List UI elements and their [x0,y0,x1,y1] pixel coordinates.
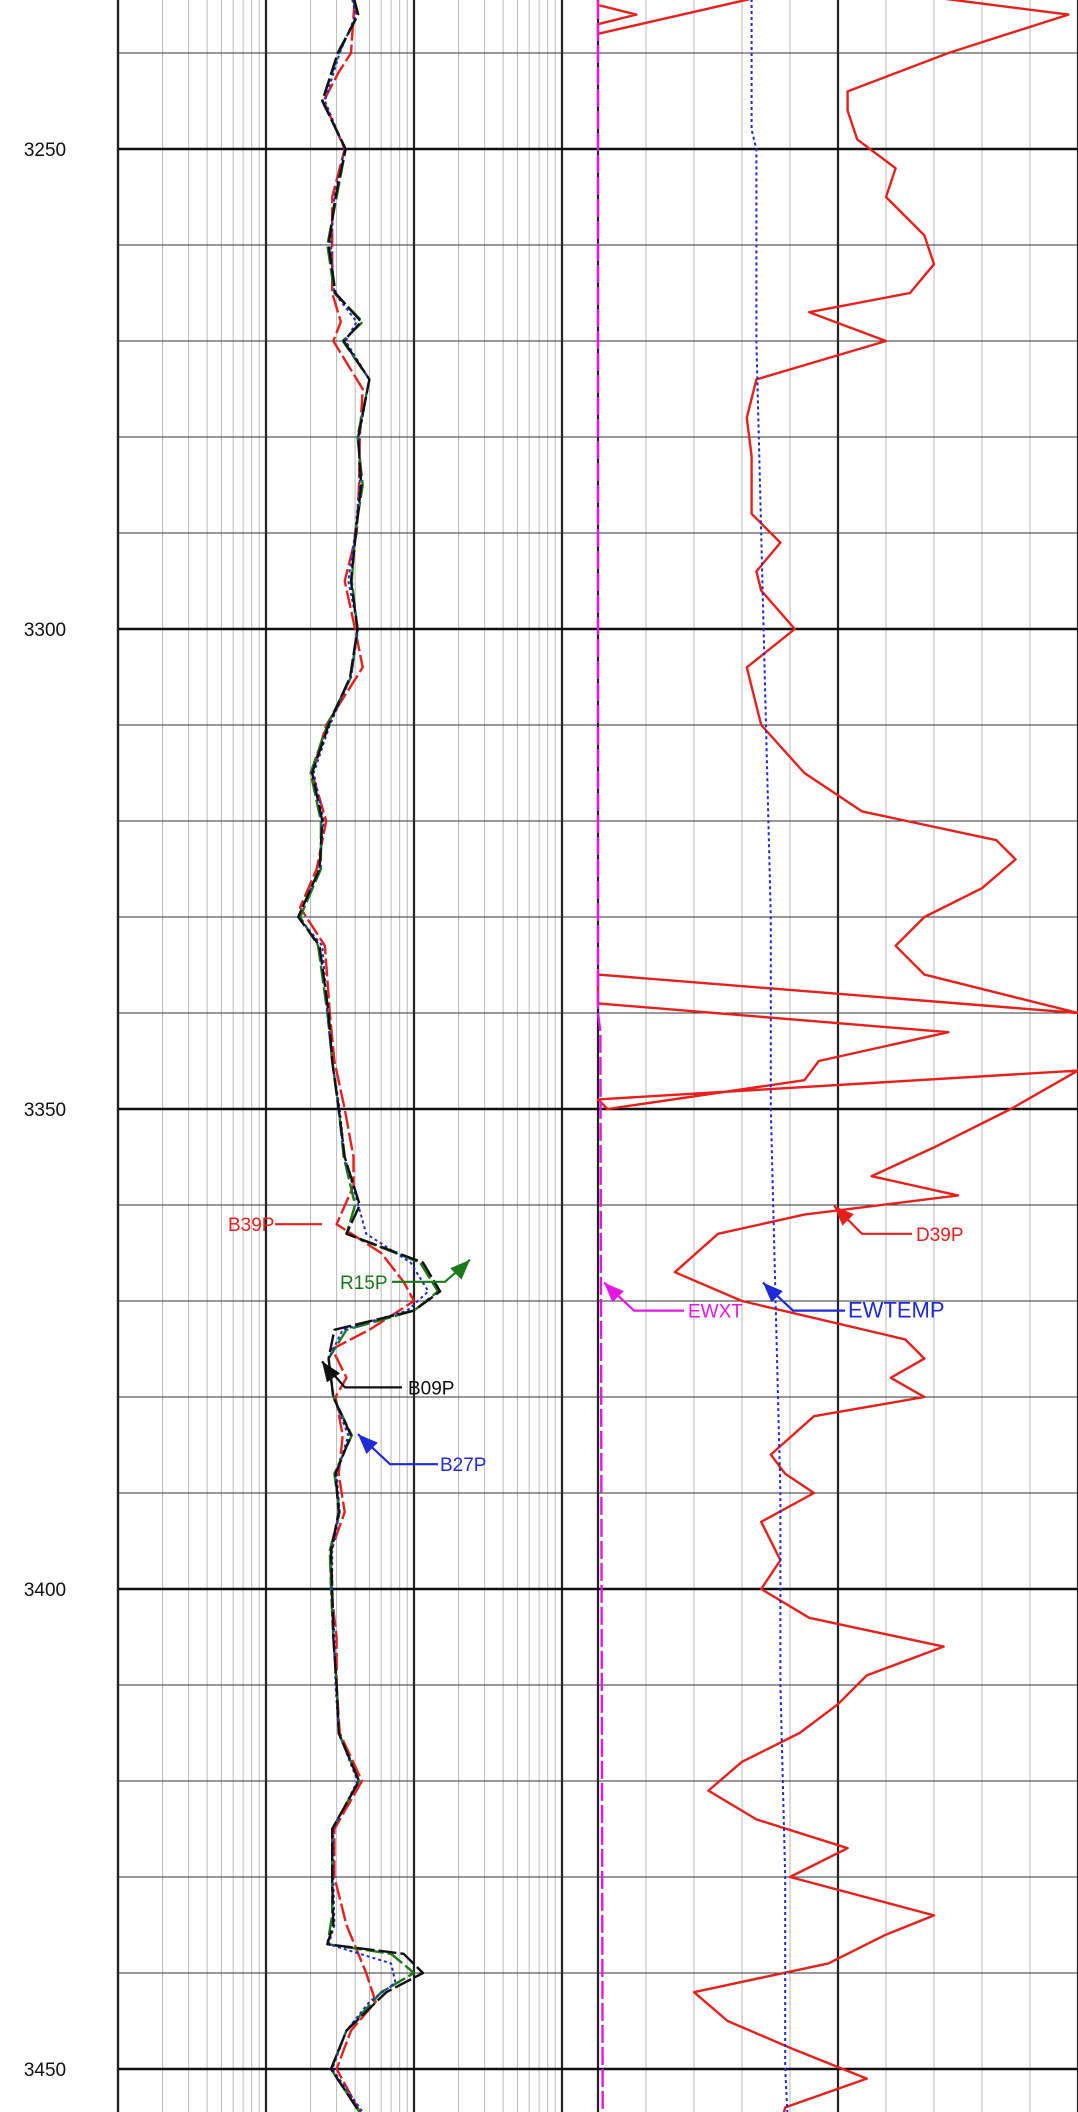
legend-label: EWTEMP [848,1298,945,1323]
right-track-curves [596,0,1078,2112]
depth-axis-labels: 3250 3300 3350 3400 3450 [24,140,66,2081]
legend-item-r15p: R15P [340,1258,471,1294]
legend-label: R15P [340,1273,388,1294]
legend-arrow-icon [322,1361,341,1383]
depth-tick-label: 3450 [24,2060,66,2081]
depth-tick-label: 3300 [24,620,66,641]
curve-ewtemp [750,0,789,2112]
curve-b27p [297,0,430,2112]
legend-item-d39p: D39P [833,1205,964,1246]
curve-ewxt [596,0,604,2112]
depth-grid [118,52,1078,2071]
legend-label: B09P [408,1378,454,1399]
depth-tick-label: 3400 [24,1580,66,1601]
right-track-grid [596,0,1078,2112]
legend-label: B27P [440,1455,486,1476]
legend-arrow-icon [763,1282,783,1303]
depth-tick-label: 3350 [24,1100,66,1121]
left-track-curves [297,0,442,2112]
legend-label: D39P [916,1225,964,1246]
legend-arrow-icon [358,1434,378,1454]
depth-tick-label: 3250 [24,140,66,161]
left-track-grid [116,0,564,2112]
curve-b09p [297,0,442,2112]
legend-item-b09p: B09P [321,1360,454,1399]
grid-layer [116,0,1078,2112]
legend-arrow-icon [834,1205,854,1226]
curves-layer [297,0,1078,2112]
legend-label: EWXT [688,1302,743,1323]
legend-item-ewtemp: EWTEMP [762,1281,945,1323]
legend-arrow-icon [450,1259,470,1280]
legend-item-b27p: B27P [357,1433,486,1476]
legend-item-ewxt: EWXT [603,1281,743,1323]
curve-b39p [298,0,416,2112]
legend-label: B39P [228,1215,274,1236]
curve-d39p [596,0,1078,2112]
legend-item-b39p: B39P [228,1215,322,1236]
legend-arrow-icon [604,1282,624,1303]
curve-legend: B39P R15P B09P B27P D39P EWXT EWTEMP [228,1205,964,1476]
